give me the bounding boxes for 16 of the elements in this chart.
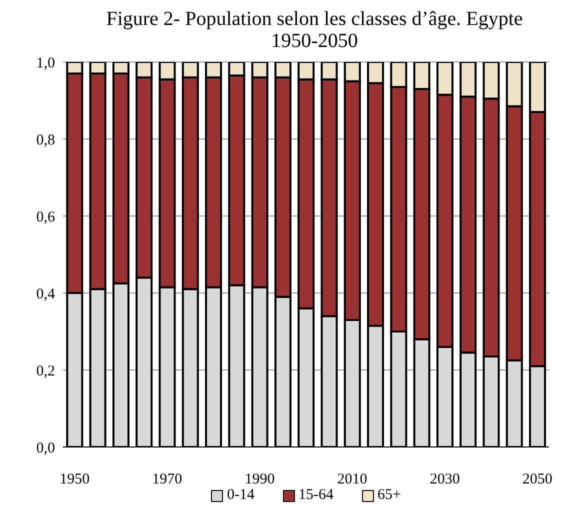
- x-tick-label: 2050: [522, 472, 552, 488]
- y-tick-label: 0,4: [36, 286, 56, 302]
- x-tick-label: 2010: [337, 472, 368, 488]
- y-tick-label: 0,0: [36, 440, 55, 456]
- y-tick-label: 0,2: [36, 363, 55, 380]
- x-tick-label: 1990: [244, 472, 275, 488]
- legend-label: 15-64: [298, 487, 334, 504]
- legend-label: 0-14: [227, 487, 255, 504]
- y-tick-label: 0,6: [36, 209, 56, 226]
- legend-label: 65+: [378, 487, 401, 504]
- x-tick-label: 1970: [152, 472, 182, 488]
- y-tick-label: 1,0: [36, 55, 55, 72]
- x-tick-label: 1950: [60, 472, 90, 488]
- y-tick-label: 0,8: [36, 132, 55, 148]
- x-tick-label: 2030: [430, 472, 460, 488]
- chart-title: Figure 2- Population selon les classes d’âge. Egypte 1950-2050: [105, 8, 524, 52]
